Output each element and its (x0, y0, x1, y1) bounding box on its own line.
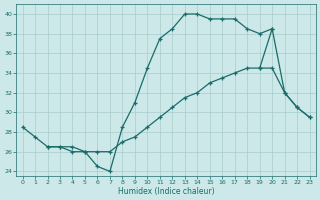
X-axis label: Humidex (Indice chaleur): Humidex (Indice chaleur) (118, 187, 214, 196)
